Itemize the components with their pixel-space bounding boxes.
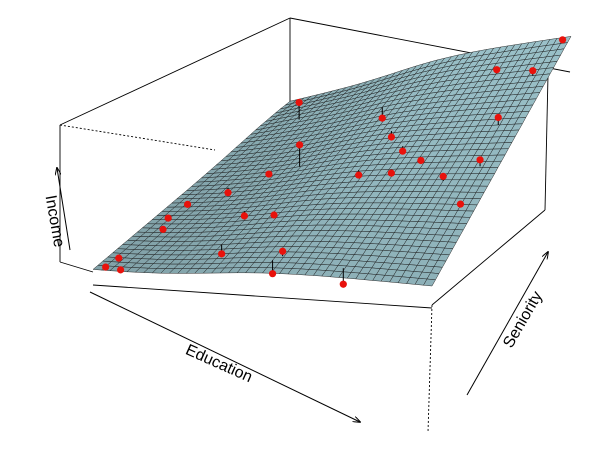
box-front-edges [59, 125, 546, 433]
data-point [265, 170, 273, 178]
education-axis-arrow [89, 291, 360, 422]
seniority-axis-label: Seniority [500, 289, 546, 351]
data-point [493, 66, 501, 74]
data-point [164, 214, 172, 222]
data-point [378, 114, 386, 122]
data-point [115, 254, 123, 262]
data-point [295, 98, 303, 107]
box-edge-bottom-right [431, 209, 546, 306]
data-point [529, 67, 537, 75]
data-point [159, 225, 167, 233]
education-axis-label: Education [183, 342, 255, 386]
box-edge-top-left [59, 17, 291, 126]
box-edge-front-bottom [92, 284, 433, 309]
data-point [224, 189, 232, 197]
income-axis-label: Income [42, 194, 68, 249]
data-point [387, 133, 396, 141]
data-point [102, 263, 110, 271]
data-point [339, 280, 347, 288]
box-edge-front-vertical [427, 304, 433, 433]
seniority-axis: Seniority [466, 252, 548, 396]
data-point [270, 211, 278, 219]
income-axis: Income [42, 168, 71, 251]
box-edge-right-vertical [544, 74, 549, 211]
regression-surface [92, 36, 572, 287]
data-points [102, 36, 567, 288]
data-point [417, 156, 425, 165]
data-point [387, 169, 395, 177]
data-point [183, 200, 192, 208]
data-point [476, 156, 484, 164]
data-point [279, 247, 287, 255]
data-point [439, 172, 447, 180]
income-axis-arrow [57, 168, 71, 251]
education-axis: Education [89, 291, 360, 422]
data-point [494, 113, 502, 122]
data-point [240, 212, 248, 220]
data-point [116, 266, 125, 274]
box-edge-hidden [59, 124, 216, 151]
data-point [268, 270, 277, 278]
data-point [218, 250, 226, 258]
seniority-axis-arrow [466, 252, 548, 396]
data-point [355, 171, 363, 179]
data-point [456, 200, 465, 208]
data-point [296, 141, 304, 149]
data-point [399, 147, 407, 155]
box-edge-bottom-left [59, 261, 94, 273]
surface-cell [423, 278, 436, 287]
data-point [558, 36, 567, 44]
